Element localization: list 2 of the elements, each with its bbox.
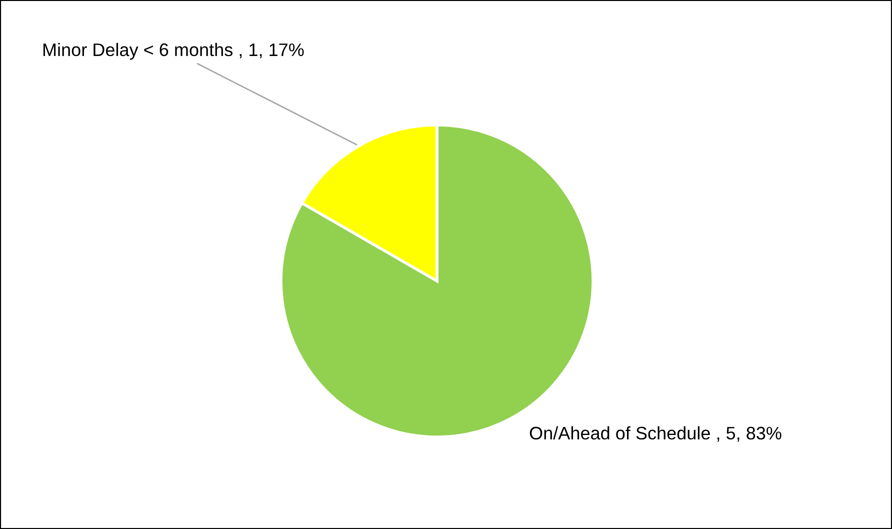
slice-label: Minor Delay < 6 months , 1, 17% [43,42,304,60]
slice-label: On/Ahead of Schedule , 5, 83% [530,426,782,442]
